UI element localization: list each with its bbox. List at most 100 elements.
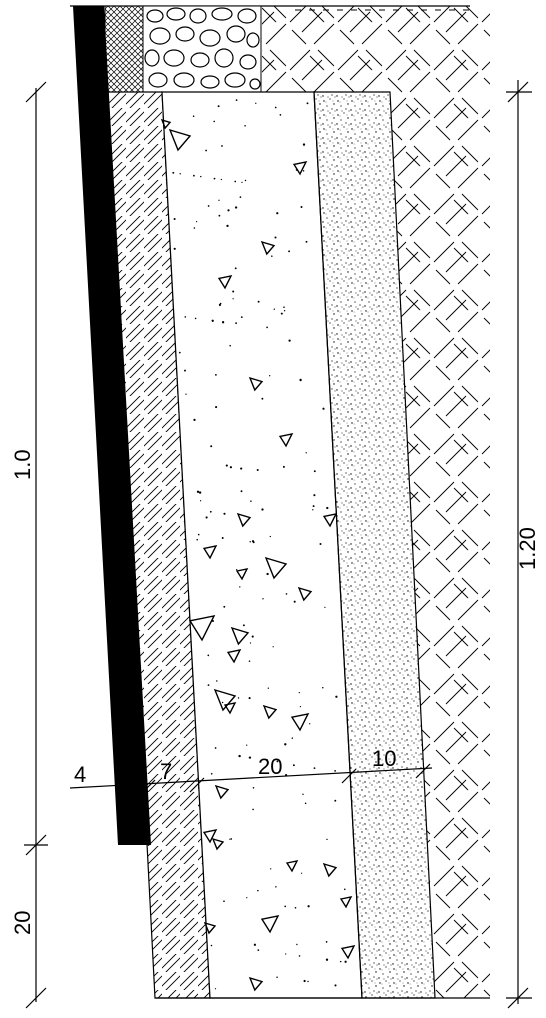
aggregate-dot bbox=[234, 267, 237, 270]
aggregate-triangle bbox=[236, 512, 252, 528]
aggregate-dot bbox=[197, 533, 200, 536]
aggregate-triangle bbox=[322, 862, 338, 878]
label-layer-1-thickness: 7 bbox=[160, 759, 172, 784]
aggregate-dot bbox=[302, 143, 306, 146]
aggregate-dot bbox=[269, 375, 271, 377]
aggregate-dot bbox=[248, 697, 251, 700]
aggregate-dot bbox=[276, 212, 279, 215]
aggregate-dot bbox=[232, 298, 234, 300]
aggregate-dot bbox=[221, 537, 224, 539]
aggregate-dot bbox=[184, 316, 187, 318]
aggregate-dot bbox=[313, 470, 316, 473]
aggregate-dot bbox=[229, 838, 231, 840]
aggregate-dot bbox=[240, 467, 243, 470]
aggregate-dot bbox=[299, 705, 302, 708]
aggregate-triangle bbox=[297, 586, 313, 602]
aggregate-dot bbox=[295, 168, 298, 171]
aggregate-dot bbox=[282, 465, 285, 468]
aggregate-dot bbox=[193, 418, 196, 422]
aggregate-dot bbox=[298, 955, 301, 957]
aggregate-dot bbox=[270, 868, 272, 870]
aggregate-dot bbox=[255, 102, 257, 104]
aggregate-dot bbox=[253, 943, 257, 946]
aggregate-dot bbox=[209, 510, 212, 513]
aggregate-triangle bbox=[202, 829, 218, 844]
aggregate-dot bbox=[196, 221, 198, 223]
aggregate-dot bbox=[303, 979, 306, 983]
aggregate-dot bbox=[223, 605, 226, 608]
aggregate-triangle bbox=[217, 275, 233, 290]
aggregate-dot bbox=[256, 468, 259, 472]
aggregate-dot bbox=[207, 205, 210, 207]
aggregate-dot bbox=[292, 764, 295, 767]
aggregate-dot bbox=[274, 236, 277, 239]
aggregate-dot bbox=[313, 494, 316, 497]
aggregate-dot bbox=[227, 209, 230, 212]
aggregate-dot bbox=[288, 339, 291, 342]
membrane-strip bbox=[104, 5, 144, 93]
concrete-aggregate bbox=[160, 118, 356, 992]
aggregate-dot bbox=[339, 960, 342, 963]
aggregate-triangle bbox=[264, 556, 288, 580]
aggregate-dot bbox=[285, 593, 288, 595]
aggregate-triangle bbox=[340, 945, 356, 960]
aggregate-dot bbox=[324, 606, 326, 609]
aggregate-dot bbox=[244, 125, 246, 127]
aggregate-dot bbox=[325, 958, 329, 961]
aggregate-dot bbox=[220, 178, 223, 181]
aggregate-dot bbox=[210, 944, 213, 947]
aggregate-dot bbox=[267, 687, 269, 689]
aggregate-dot bbox=[205, 149, 208, 152]
aggregate-dot bbox=[221, 701, 224, 704]
aggregate-triangle bbox=[285, 860, 299, 873]
aggregate-dot bbox=[250, 500, 252, 502]
aggregate-dot bbox=[257, 949, 260, 951]
aggregate-dot bbox=[307, 980, 309, 983]
aggregate-dot bbox=[283, 306, 285, 308]
aggregate-dot bbox=[213, 177, 216, 180]
aggregate-dot bbox=[184, 369, 186, 372]
aggregate-dot bbox=[172, 171, 175, 174]
aggregate-dot bbox=[251, 635, 254, 638]
aggregate-triangle bbox=[278, 433, 294, 448]
aggregate-triangle bbox=[290, 713, 310, 732]
aggregate-dot bbox=[236, 568, 238, 571]
aggregate-dot bbox=[246, 744, 248, 746]
aggregate-dot bbox=[249, 642, 252, 644]
aggregate-dot bbox=[218, 199, 220, 201]
aggregate-triangle bbox=[213, 688, 237, 712]
aggregate-dot bbox=[252, 786, 255, 789]
aggregate-triangle bbox=[248, 376, 264, 392]
aggregate-dot bbox=[319, 542, 322, 546]
aggregate-dot bbox=[284, 743, 287, 746]
aggregate-dot bbox=[196, 490, 200, 493]
aggregate-triangle bbox=[260, 915, 280, 934]
aggregate-triangle bbox=[260, 240, 276, 256]
aggregate-dot bbox=[312, 509, 314, 511]
aggregate-dot bbox=[313, 767, 316, 769]
aggregate-dot bbox=[335, 695, 338, 698]
aggregate-dot bbox=[235, 99, 238, 101]
aggregate-dot bbox=[279, 114, 282, 116]
aggregate-triangle bbox=[235, 568, 249, 581]
aggregate-dot bbox=[344, 960, 347, 963]
aggregate-dot bbox=[193, 174, 195, 177]
aggregate-dot bbox=[214, 373, 217, 376]
aggregate-dot bbox=[248, 756, 252, 759]
aggregate-dot bbox=[249, 541, 251, 543]
aggregate-dot bbox=[173, 217, 176, 221]
aggregate-dot bbox=[173, 247, 176, 250]
aggregate-dot bbox=[244, 179, 247, 182]
aggregate-dot bbox=[210, 445, 213, 448]
aggregate-dot bbox=[294, 906, 297, 909]
aggregate-triangle bbox=[322, 513, 338, 528]
aggregate-triangle bbox=[188, 615, 216, 642]
aggregate-dot bbox=[283, 310, 286, 312]
aggregate-dot bbox=[217, 105, 220, 108]
aggregate-triangle bbox=[202, 545, 218, 560]
aggregate-dot bbox=[239, 196, 242, 198]
aggregate-dot bbox=[325, 941, 328, 943]
aggregate-triangle bbox=[230, 626, 250, 646]
aggregate-dot bbox=[262, 598, 264, 600]
aggregate-dot bbox=[266, 759, 269, 761]
